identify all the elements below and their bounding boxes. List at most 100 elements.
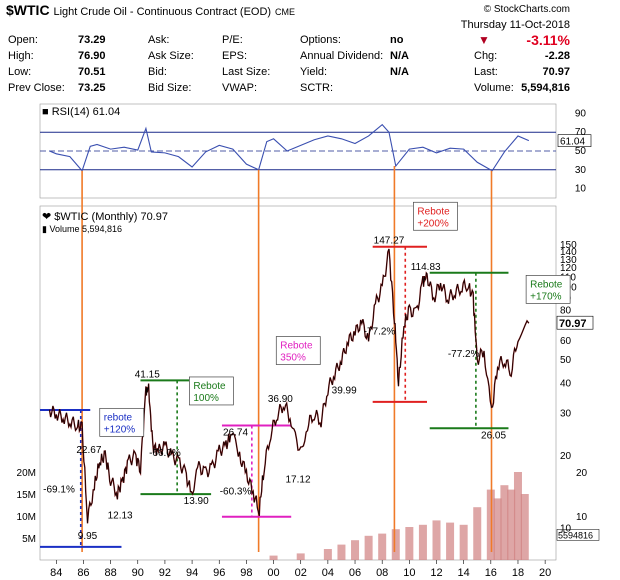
change-arrow-icon: ▼ — [478, 33, 490, 47]
volume-right-tick: 10 — [576, 512, 588, 523]
rsi-tick-label: 10 — [575, 184, 587, 195]
x-tick-label: 98 — [240, 567, 252, 579]
rsi-tick-label: 90 — [575, 108, 587, 119]
price-tick-label: 50 — [560, 355, 572, 366]
x-tick-label: 20 — [539, 567, 551, 579]
volume-bar — [500, 485, 509, 560]
price-last-value-box — [556, 315, 594, 330]
callout-box — [413, 201, 458, 231]
callout-text: +170% — [530, 291, 562, 302]
callout-box — [525, 275, 571, 304]
symbol-title: $WTIC Light Crude Oil - Continuous Contr… — [6, 2, 295, 18]
x-tick-label: 16 — [485, 567, 497, 579]
price-annotation: -60.3% — [220, 487, 252, 498]
volume-last-value-box — [556, 529, 600, 541]
callout-text: 100% — [193, 393, 219, 404]
price-tick-label: 10 — [560, 524, 572, 535]
rsi-tick-label: 30 — [575, 165, 587, 176]
ratio-label: P/E: — [222, 34, 243, 46]
callout-box — [189, 376, 234, 406]
price-annotation: 12.13 — [108, 510, 133, 521]
price-annotation: 114.83 — [411, 262, 441, 273]
volume-bar — [507, 489, 516, 560]
volume-bar — [391, 529, 400, 560]
volume-bar — [432, 520, 441, 560]
ratio-label: EPS: — [222, 50, 248, 62]
price-annotation: -77.2% — [448, 349, 480, 360]
option-label: Options: — [300, 34, 341, 46]
ask-label: Ask Size: — [148, 50, 194, 62]
x-tick-label: 06 — [349, 567, 361, 579]
callout-text: Rebote — [530, 279, 563, 290]
x-tick-label: 86 — [77, 567, 89, 579]
option-value: no — [390, 34, 404, 46]
volume-tick-label: 10M — [17, 512, 36, 523]
ratio-label: VWAP: — [222, 82, 258, 94]
volume-bar — [378, 533, 387, 560]
change-percent: -3.11% — [526, 32, 570, 48]
rsi-legend: ■ RSI(14) 61.04 — [42, 106, 120, 118]
x-tick-label: 96 — [213, 567, 225, 579]
price-annotation: 9.95 — [78, 531, 98, 542]
date-label: Thursday 11-Oct-2018 — [460, 19, 570, 31]
stat-label: Low: — [8, 66, 32, 78]
price-tick-label: 130 — [560, 255, 577, 266]
price-tick-label: 120 — [560, 263, 577, 274]
option-label: Yield: — [300, 66, 328, 78]
watermark: © StockCharts.com — [483, 4, 570, 15]
price-tick-label: 40 — [560, 378, 572, 389]
volume-tick-label: 5M — [22, 534, 36, 545]
price-annotation: 26.74 — [223, 428, 248, 439]
volume-last-value: 5594816 — [558, 530, 593, 540]
quote-value: 5,594,816 — [521, 82, 570, 94]
stat-value: 70.51 — [78, 66, 106, 78]
price-panel-frame — [39, 205, 557, 561]
price-annotation: 41.15 — [135, 369, 160, 380]
ratio-label: Last Size: — [222, 66, 271, 78]
volume-tick-label: 20M — [17, 468, 36, 479]
volume-bar — [446, 522, 455, 560]
price-annotation: -69.1% — [43, 485, 75, 496]
option-label: SCTR: — [300, 82, 333, 94]
rsi-tick-label: 50 — [575, 146, 587, 157]
option-value: N/A — [390, 66, 409, 78]
x-tick-label: 04 — [322, 567, 334, 579]
volume-bar — [405, 527, 414, 560]
x-tick-label: 08 — [376, 567, 388, 579]
stat-value: 73.25 — [78, 82, 106, 94]
volume-bar — [351, 540, 360, 560]
ask-label: Ask: — [148, 34, 170, 46]
instrument-name: Light Crude Oil - Continuous Contract (E… — [53, 6, 272, 18]
volume-bar — [473, 507, 482, 560]
callout-text: 350% — [280, 353, 306, 364]
price-annotation: -66.0% — [149, 448, 181, 459]
volume-bar — [269, 555, 278, 560]
volume-bar — [520, 494, 529, 560]
option-value: N/A — [390, 50, 409, 62]
volume-bar — [364, 535, 373, 560]
volume-tick-label: 15M — [17, 490, 36, 501]
stat-label: Prev Close: — [8, 82, 65, 94]
x-tick-label: 84 — [50, 567, 62, 579]
rsi-series-line — [49, 123, 530, 172]
volume-bar — [459, 524, 468, 560]
price-annotation: 22.67 — [76, 445, 101, 456]
rsi-last-value-box — [557, 134, 592, 147]
quote-label: Chg: — [474, 50, 498, 62]
callout-text: rebote — [104, 412, 133, 423]
callout-text: +200% — [417, 218, 449, 229]
price-tick-label: 30 — [560, 408, 572, 419]
stat-label: High: — [8, 50, 34, 62]
quote-value: 70.97 — [542, 66, 570, 78]
x-tick-label: 90 — [132, 567, 144, 579]
price-tick-label: 60 — [560, 336, 572, 347]
stat-value: 73.29 — [78, 34, 106, 46]
price-annotation: -77.2% — [364, 326, 396, 337]
rsi-tick-label: 70 — [575, 127, 587, 138]
price-annotation: 26.05 — [481, 430, 506, 441]
callout-text: Rebote — [417, 206, 450, 217]
x-tick-label: 94 — [186, 567, 198, 579]
volume-bar — [513, 472, 522, 560]
symbol: $WTIC — [6, 2, 50, 18]
